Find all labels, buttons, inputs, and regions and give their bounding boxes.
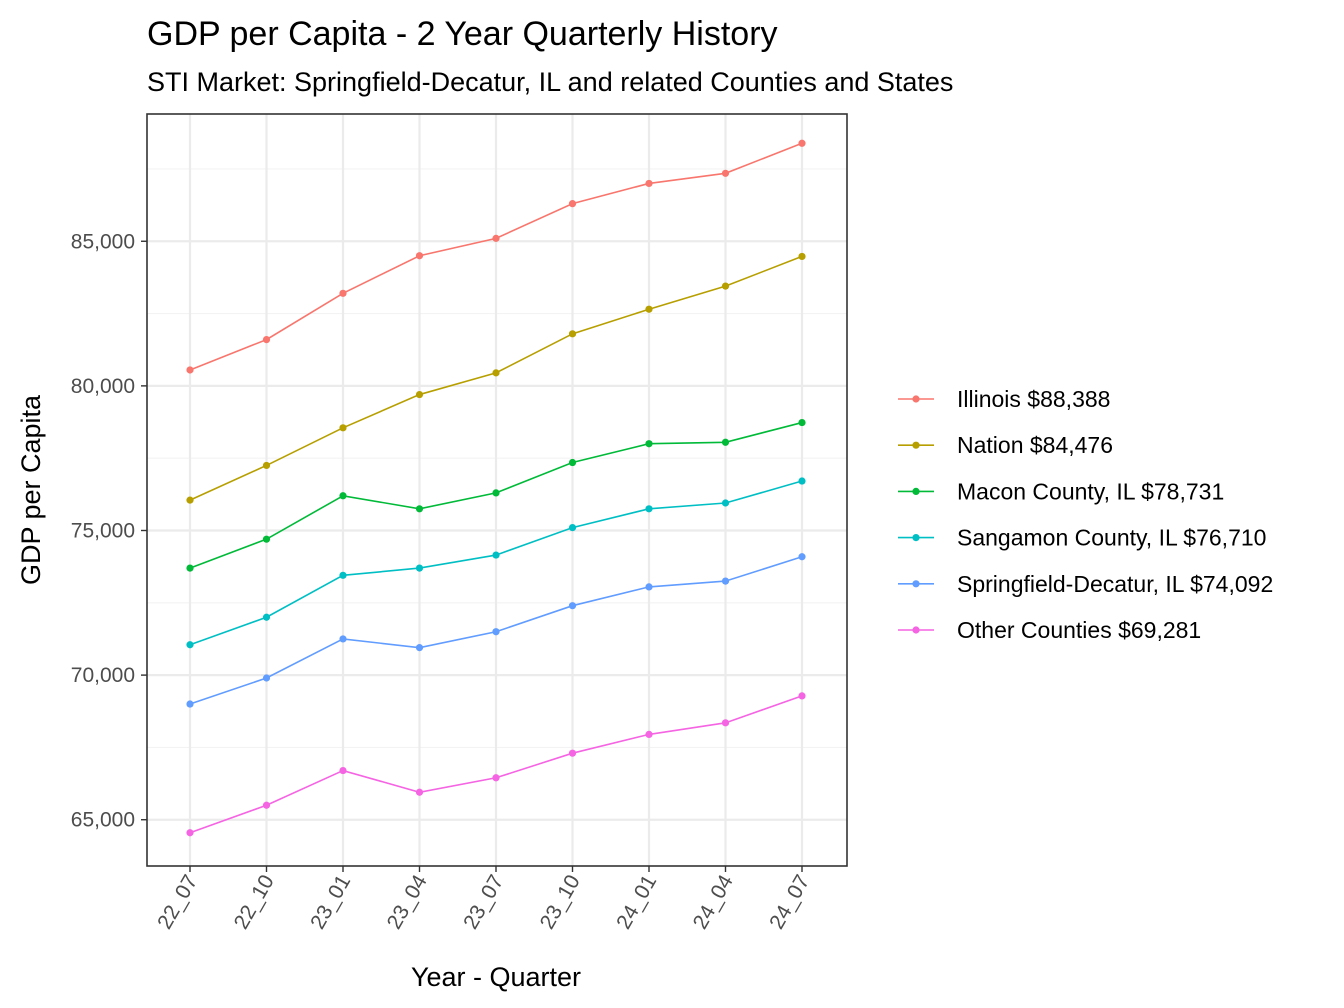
data-point [645, 179, 653, 188]
data-point [492, 774, 500, 782]
data-point [492, 551, 500, 559]
data-point [721, 577, 730, 585]
data-point [339, 571, 347, 579]
legend-item: Macon County, IL $78,731 [898, 478, 1224, 504]
x-tick-label: 24_01 [612, 871, 661, 933]
y-tick-label: 75,000 [71, 519, 135, 542]
legend-key-point [912, 487, 920, 495]
data-point [645, 583, 653, 591]
legend-label: Springfield-Decatur, IL $74,092 [957, 571, 1273, 597]
data-point [645, 305, 653, 313]
data-point [262, 801, 271, 809]
data-point [262, 461, 271, 470]
chart-subtitle: STI Market: Springfield-Decatur, IL and … [147, 67, 953, 97]
legend-item: Other Counties $69,281 [898, 617, 1201, 643]
x-tick-label: 24_04 [689, 871, 738, 933]
legend-key-point [912, 534, 920, 542]
legend-key-point [912, 580, 920, 588]
y-tick-label: 85,000 [71, 230, 135, 253]
data-point [492, 489, 500, 497]
chart-title: GDP per Capita - 2 Year Quarterly Histor… [147, 15, 778, 53]
data-point [339, 766, 347, 775]
data-point [492, 234, 500, 242]
data-point [568, 749, 577, 757]
y-tick-label: 65,000 [71, 809, 135, 832]
data-point [721, 438, 730, 446]
data-point [186, 641, 194, 649]
data-point [339, 635, 347, 643]
data-point [798, 477, 806, 485]
legend-item: Springfield-Decatur, IL $74,092 [898, 571, 1273, 597]
x-tick-label: 23_07 [459, 871, 508, 933]
data-point [415, 644, 424, 652]
data-point [262, 535, 271, 543]
x-tick-label: 22_10 [230, 871, 279, 933]
legend: Illinois $88,388 Nation $84,476 Macon Coun… [898, 386, 1273, 643]
data-point [415, 252, 424, 260]
data-point [339, 492, 347, 500]
data-point [798, 553, 806, 561]
legend-item: Sangamon County, IL $76,710 [898, 525, 1266, 551]
data-point [186, 700, 194, 708]
x-tick-label: 23_04 [383, 871, 432, 933]
data-point [798, 692, 806, 700]
data-point [568, 524, 577, 532]
data-point [568, 330, 577, 338]
data-point [798, 139, 806, 147]
x-axis-title: Year - Quarter [411, 962, 581, 992]
data-point [568, 200, 577, 208]
y-tick-label: 70,000 [71, 664, 135, 687]
legend-label: Macon County, IL $78,731 [957, 478, 1224, 504]
legend-key-point [912, 626, 920, 634]
data-point [186, 564, 194, 572]
data-point [798, 418, 806, 427]
x-tick-label: 22_07 [153, 871, 202, 933]
data-point [415, 505, 424, 513]
data-point [186, 829, 194, 837]
plot-area [146, 113, 848, 867]
legend-label: Other Counties $69,281 [957, 617, 1201, 643]
data-point [262, 674, 271, 682]
data-point [798, 252, 806, 261]
x-axis: 22_07 22_10 23_01 23_04 23_07 23_10 24_01 24_04… [153, 866, 814, 933]
data-point [415, 564, 424, 572]
data-point [645, 730, 653, 739]
y-axis-title: GDP per Capita [16, 394, 46, 585]
legend-item: Nation $84,476 [898, 432, 1113, 458]
data-point [721, 719, 730, 727]
data-point [415, 390, 424, 399]
data-point [721, 282, 730, 290]
y-axis: 65,000 70,000 75,000 80,000 85,000 [71, 230, 147, 832]
legend-label: Nation $84,476 [957, 432, 1113, 458]
data-point [645, 505, 653, 513]
x-tick-label: 23_10 [536, 871, 585, 933]
legend-label: Sangamon County, IL $76,710 [957, 525, 1266, 551]
legend-item: Illinois $88,388 [898, 386, 1110, 412]
data-point [721, 169, 730, 177]
legend-label: Illinois $88,388 [957, 386, 1110, 412]
legend-key-point [912, 395, 920, 403]
legend-key-point [912, 441, 920, 449]
data-point [492, 628, 500, 636]
data-point [186, 496, 194, 504]
data-point [262, 613, 271, 621]
data-point [645, 440, 653, 448]
data-point [186, 366, 194, 374]
x-tick-label: 23_01 [306, 871, 355, 933]
data-point [721, 499, 730, 507]
data-point [492, 369, 500, 377]
plot-border [146, 113, 848, 867]
data-point [568, 602, 577, 610]
data-point [339, 289, 347, 297]
data-point [415, 788, 424, 796]
data-point [339, 424, 347, 432]
x-tick-label: 24_07 [765, 871, 814, 933]
data-point [262, 336, 271, 344]
y-tick-label: 80,000 [71, 375, 135, 398]
data-point [568, 458, 577, 467]
